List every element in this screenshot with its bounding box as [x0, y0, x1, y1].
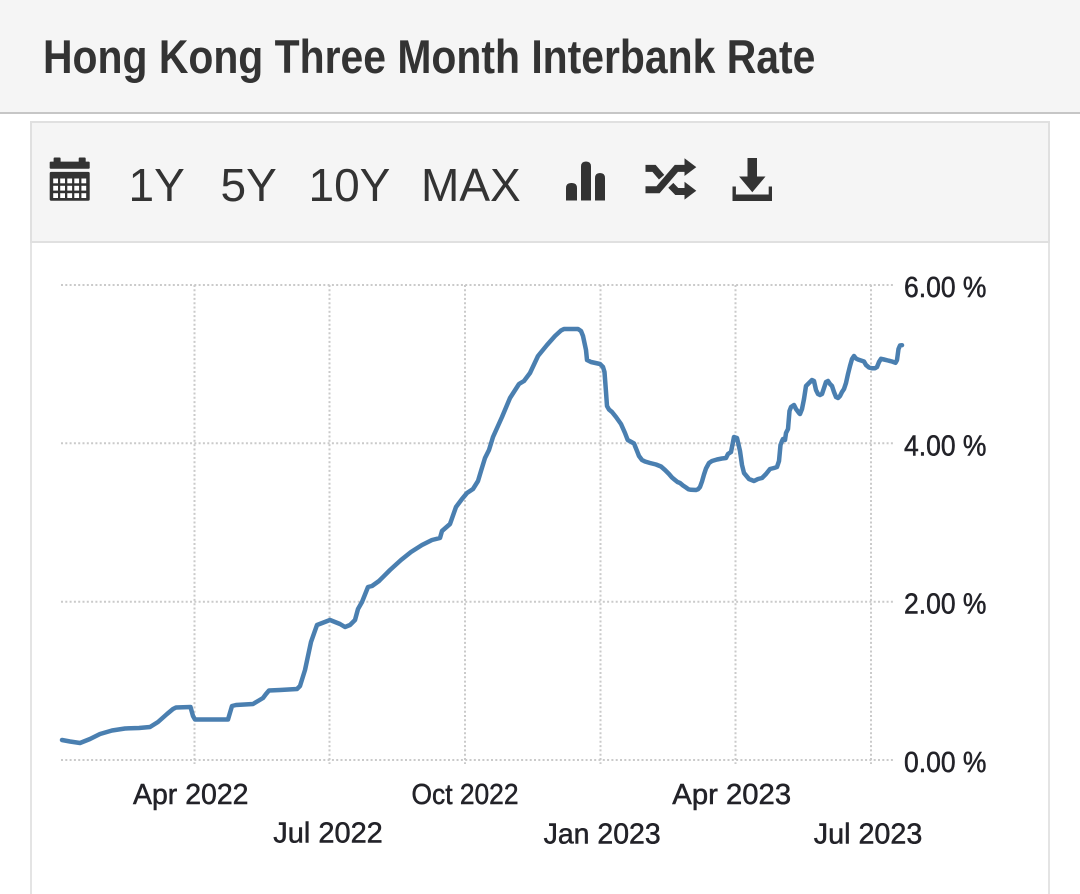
- svg-text:4.00 %: 4.00 %: [904, 430, 987, 462]
- svg-text:6.00 %: 6.00 %: [904, 272, 987, 304]
- svg-text:Jan 2023: Jan 2023: [544, 819, 661, 851]
- svg-text:Jul 2023: Jul 2023: [814, 819, 923, 851]
- svg-text:Oct 2022: Oct 2022: [412, 779, 519, 811]
- svg-text:Jul 2022: Jul 2022: [273, 818, 383, 850]
- svg-text:2.00 %: 2.00 %: [904, 589, 987, 621]
- svg-text:Apr 2022: Apr 2022: [133, 779, 249, 811]
- svg-text:0.00 %: 0.00 %: [904, 747, 987, 779]
- svg-text:Apr 2023: Apr 2023: [672, 779, 791, 811]
